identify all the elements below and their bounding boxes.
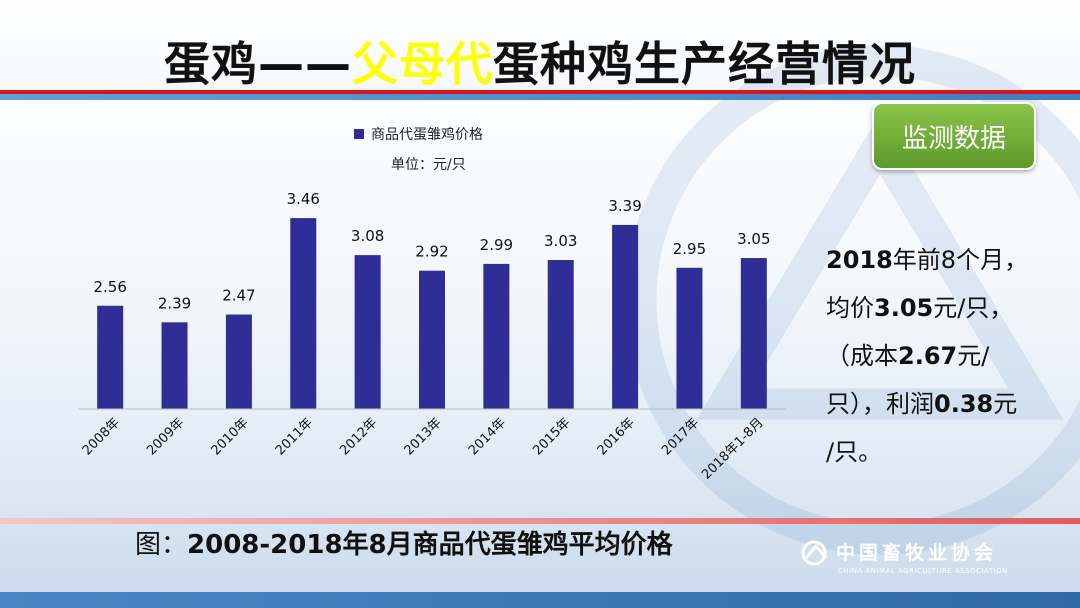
bar-3 — [290, 218, 317, 409]
bar-7 — [547, 259, 574, 409]
footer-bar — [0, 592, 1080, 608]
bar-value-label-10: 3.05 — [737, 230, 770, 248]
x-tick-label-1: 2009年 — [144, 415, 187, 458]
summary-line-2: 均价3.05元/只， — [826, 294, 1014, 322]
bar-value-label-3: 3.46 — [287, 190, 320, 208]
summary-line-1: 2018年前8个月， — [826, 246, 1029, 274]
legend-label: 商品代蛋雏鸡价格 — [371, 126, 483, 143]
title-highlight: 父母代 — [352, 37, 493, 91]
title-suffix: 蛋种鸡生产经营情况 — [493, 37, 916, 91]
title-divider-blue — [0, 94, 1080, 100]
bar-8 — [612, 224, 639, 409]
title-divider-red — [0, 90, 1080, 94]
logo-chinese-name: 中国畜牧业协会 — [836, 542, 998, 564]
bar-5 — [419, 270, 445, 409]
association-logo: 中国畜牧业协会 CHINA ANIMAL AGRICULTURE ASSOCIA… — [800, 538, 1008, 575]
bar-0 — [97, 305, 124, 409]
caption-divider — [0, 518, 1080, 524]
bar-value-label-0: 2.56 — [93, 278, 126, 296]
summary-line-3: （成本2.67元/ — [826, 342, 990, 370]
logo-english-name: CHINA ANIMAL AGRICULTURE ASSOCIATION — [838, 567, 1008, 575]
bar-value-label-1: 2.39 — [158, 294, 191, 312]
x-tick-label-9: 2017年 — [659, 415, 702, 458]
bar-6 — [483, 263, 510, 409]
bar-value-label-9: 2.95 — [673, 240, 706, 258]
x-tick-label-10: 2018年1-8月 — [699, 415, 766, 482]
x-tick-label-4: 2012年 — [337, 415, 380, 458]
bar-value-label-4: 3.08 — [351, 227, 384, 245]
summary-line-4: 只），利润0.38元 — [826, 390, 1018, 418]
bar-9 — [676, 267, 703, 409]
monitoring-data-badge: 监测数据 — [872, 102, 1036, 170]
bar-value-label-8: 3.39 — [608, 197, 641, 215]
x-tick-label-0: 2008年 — [80, 415, 123, 458]
legend-swatch — [354, 129, 364, 139]
x-tick-label-5: 2013年 — [402, 415, 445, 458]
watermark-logo — [625, 45, 1080, 555]
x-tick-label-3: 2011年 — [273, 415, 316, 458]
figure-caption: 图：2008-2018年8月商品代蛋雏鸡平均价格 — [135, 530, 673, 560]
title-prefix: 蛋鸡—— — [164, 37, 352, 91]
unit-label: 单位：元/只 — [391, 157, 466, 173]
summary-line-5: /只。 — [826, 438, 883, 466]
association-logo-icon — [801, 540, 828, 566]
bar-10 — [740, 258, 767, 409]
bar-1 — [161, 322, 188, 409]
title-band — [0, 0, 1080, 90]
page-title: 蛋鸡——父母代蛋种鸡生产经营情况 — [0, 28, 1080, 94]
bar-value-label-7: 3.03 — [544, 232, 577, 250]
price-bar-chart: 商品代蛋雏鸡价格 单位：元/只 2.56 2008年 2.39 2009年 2.47 20… — [78, 126, 786, 483]
x-tick-label-8: 2016年 — [595, 415, 638, 458]
x-tick-label-2: 2010年 — [209, 415, 252, 458]
bar-4 — [354, 255, 381, 409]
bar-2 — [225, 314, 252, 409]
bar-value-label-5: 2.92 — [415, 243, 448, 261]
bar-value-label-6: 2.99 — [480, 236, 513, 254]
summary-text: 2018年前8个月， 均价3.05元/只， （成本2.67元/ 只），利润0.3… — [826, 236, 1066, 476]
bar-value-label-2: 2.47 — [222, 287, 255, 305]
x-tick-label-6: 2014年 — [466, 415, 509, 458]
x-tick-label-7: 2015年 — [530, 415, 573, 458]
